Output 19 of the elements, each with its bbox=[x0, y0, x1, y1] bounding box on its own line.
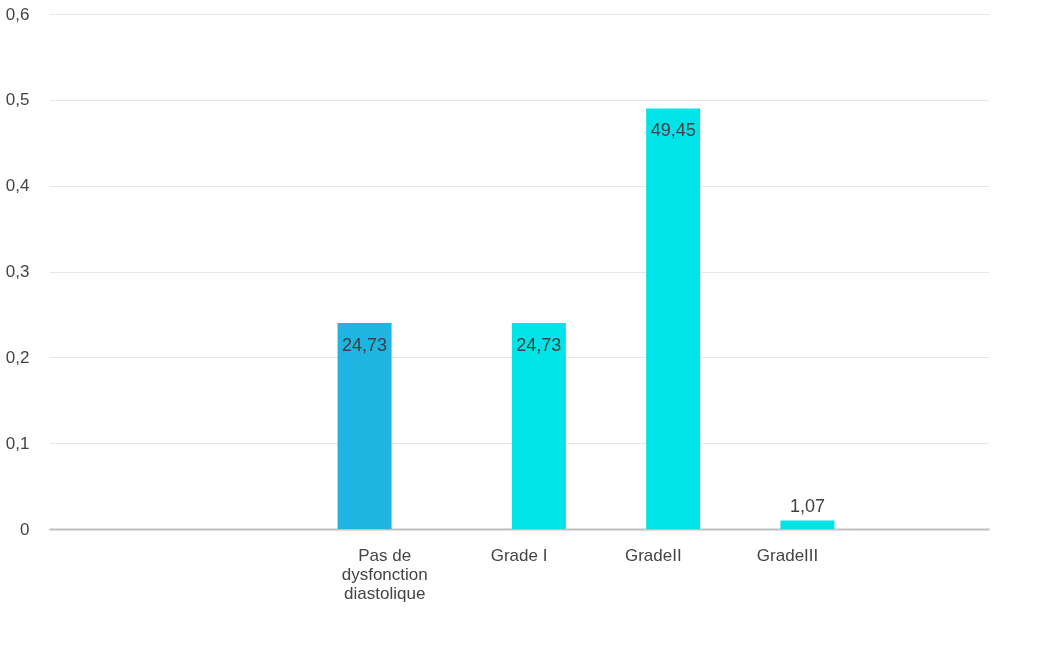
x-tick-label: GradeII bbox=[624, 545, 682, 565]
y-tick-label: 0,5 bbox=[5, 90, 30, 110]
bar bbox=[780, 520, 835, 529]
bar bbox=[337, 323, 392, 529]
bar bbox=[511, 323, 566, 529]
y-tick-label: 0 bbox=[20, 519, 30, 539]
annotation: 49,45 bbox=[650, 120, 696, 141]
x-tick-label: GradeIII bbox=[756, 545, 819, 565]
y-tick-label: 0,4 bbox=[5, 176, 30, 196]
annotation: 1,07 bbox=[789, 496, 825, 517]
annotation: 24,73 bbox=[342, 335, 388, 355]
y-tick-label: 0,2 bbox=[5, 347, 30, 367]
y-tick-label: 0,1 bbox=[5, 433, 30, 453]
y-tick-label: 0,3 bbox=[5, 262, 30, 281]
x-tick-label: Pas de dysfonction diastolique bbox=[341, 545, 428, 603]
x-tick-label: Grade I bbox=[490, 545, 548, 565]
bar bbox=[646, 108, 701, 529]
annotation: 24,73 bbox=[516, 335, 562, 355]
y-tick-label: 0,6 bbox=[5, 4, 30, 24]
